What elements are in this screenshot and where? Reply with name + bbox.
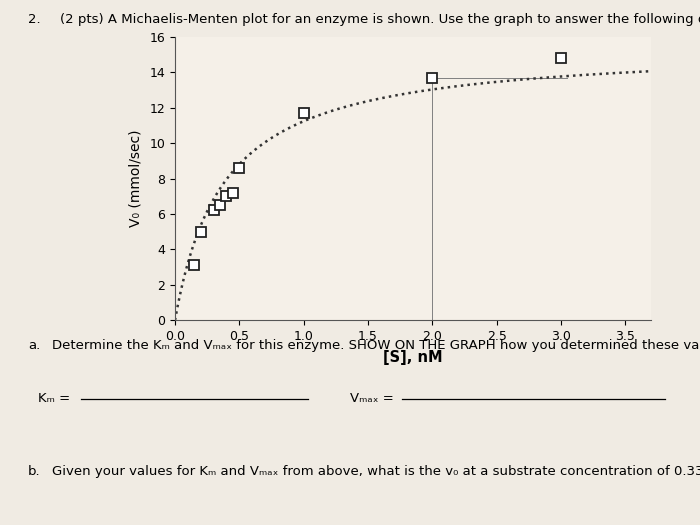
- Text: Vₘₐₓ =: Vₘₐₓ =: [350, 393, 393, 405]
- Y-axis label: V₀ (mmol/sec): V₀ (mmol/sec): [129, 130, 143, 227]
- Text: b.: b.: [28, 465, 41, 478]
- Text: Determine the Kₘ and Vₘₐₓ for this enzyme. SHOW ON THE GRAPH how you determined : Determine the Kₘ and Vₘₐₓ for this enzym…: [52, 339, 700, 352]
- Text: Given your values for Kₘ and Vₘₐₓ from above, what is the v₀ at a substrate conc: Given your values for Kₘ and Vₘₐₓ from a…: [52, 465, 700, 478]
- Text: a.: a.: [28, 339, 41, 352]
- Text: 2.: 2.: [28, 13, 41, 26]
- X-axis label: [S], nM: [S], nM: [383, 350, 443, 365]
- Text: Kₘ =: Kₘ =: [38, 393, 71, 405]
- Text: (2 pts) A Michaelis-Menten plot for an enzyme is shown. Use the graph to answer : (2 pts) A Michaelis-Menten plot for an e…: [60, 13, 700, 26]
